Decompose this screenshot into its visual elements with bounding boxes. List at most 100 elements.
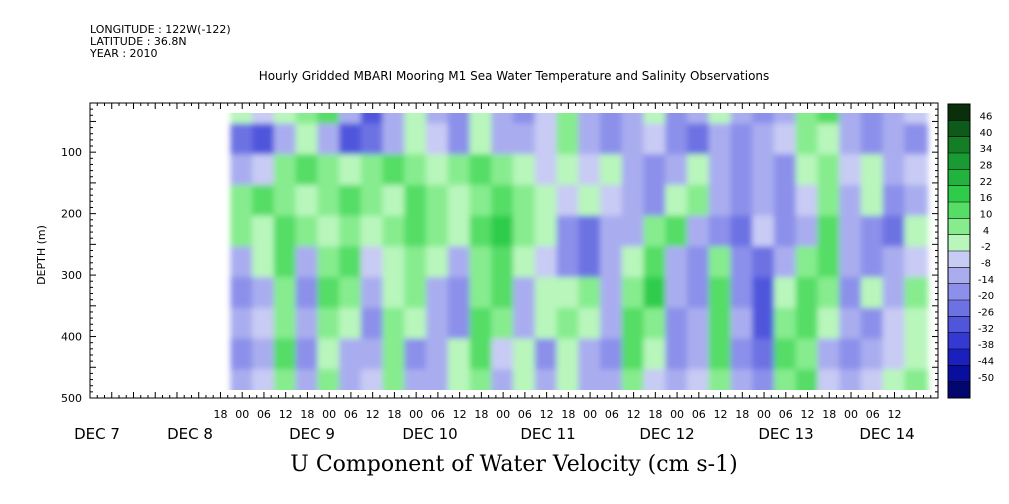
heatmap-cell: [882, 215, 907, 249]
colorbar-label: 46: [980, 112, 993, 123]
heatmap-cell: [252, 215, 276, 249]
heatmap-cell: [426, 369, 450, 390]
colorbar-label: 34: [980, 144, 993, 155]
heatmap-cell: [578, 246, 602, 280]
colorbar-swatch: [948, 136, 970, 154]
x-hour-tick-label: 06: [866, 408, 880, 421]
x-hour-tick-label: 00: [583, 408, 597, 421]
y-axis-label: DEPTH (m): [35, 225, 48, 285]
heatmap-cell: [904, 184, 929, 218]
heatmap-cell: [795, 154, 820, 187]
heatmap-cell: [534, 154, 559, 187]
heatmap-cell: [752, 113, 776, 126]
heatmap-cell: [773, 184, 798, 218]
colorbar-label: -50: [978, 373, 994, 384]
heatmap-cell: [665, 307, 689, 341]
heatmap-cell: [360, 123, 385, 157]
heatmap-field: [230, 113, 929, 390]
chart-title: Hourly Gridded MBARI Mooring M1 Sea Wate…: [258, 69, 770, 83]
heatmap-cell: [686, 277, 711, 310]
heatmap-cell: [621, 277, 646, 310]
heatmap-cell: [317, 307, 342, 341]
heatmap-cell: [817, 369, 842, 390]
heatmap-cell: [599, 246, 624, 280]
x-hour-tick-label: 18: [735, 408, 749, 421]
heatmap-cell: [273, 277, 298, 310]
heatmap-cell: [252, 154, 276, 187]
heatmap-cell: [339, 154, 363, 187]
x-hour-tick-label: 18: [300, 408, 314, 421]
heatmap-cell: [295, 154, 320, 187]
x-hour-tick-label: 18: [387, 408, 401, 421]
x-day-label: DEC 14: [859, 425, 914, 443]
colorbar-swatch: [948, 185, 970, 203]
heatmap-cell: [665, 154, 689, 187]
heatmap-cell: [469, 215, 494, 249]
y-tick-label: 500: [61, 392, 82, 405]
heatmap-cell: [295, 369, 320, 390]
heatmap-cell: [730, 123, 755, 157]
heatmap-cell: [556, 184, 581, 218]
heatmap-cell: [360, 246, 385, 280]
heatmap-cell: [904, 307, 929, 341]
heatmap-cell: [469, 369, 494, 390]
heatmap-cell: [273, 338, 298, 372]
heatmap-cell: [817, 154, 842, 187]
colorbar: 46 40 34 28 22 16 10 4 -2 -8 -14 -20 -26 -32 -38 -44 -50: [947, 103, 994, 399]
heatmap-cell: [382, 113, 407, 126]
heatmap-cell: [621, 369, 646, 390]
heatmap-cell: [469, 123, 494, 157]
heatmap-cell: [382, 307, 407, 341]
heatmap-cell: [730, 215, 755, 249]
heatmap-cell: [491, 154, 515, 187]
longitude-label: LONGITUDE : 122W(-122): [90, 23, 231, 36]
heatmap-cell: [882, 307, 907, 341]
heatmap-cell: [578, 184, 602, 218]
heatmap-cell: [621, 307, 646, 341]
heatmap-cell: [447, 338, 472, 372]
x-hour-tick-label: 00: [322, 408, 336, 421]
heatmap-cell: [578, 338, 602, 372]
x-hour-tick-label: 00: [409, 408, 423, 421]
heatmap-cell: [860, 369, 885, 390]
heatmap-cell: [904, 154, 929, 187]
heatmap-cell: [686, 307, 711, 341]
heatmap-cell: [773, 369, 798, 390]
heatmap-cell: [730, 277, 755, 310]
heatmap-cell: [339, 277, 363, 310]
heatmap-cell: [447, 307, 472, 341]
x-hour-tick-label: 06: [605, 408, 619, 421]
heatmap-cell: [708, 113, 733, 126]
heatmap-cell: [491, 338, 515, 372]
heatmap-cell: [773, 154, 798, 187]
colorbar-swatch: [948, 169, 970, 187]
colorbar-label: 28: [980, 161, 993, 172]
heatmap-cell: [686, 113, 711, 126]
heatmap-cell: [469, 277, 494, 310]
heatmap-cell: [621, 123, 646, 157]
heatmap-cell: [491, 123, 515, 157]
heatmap-cell: [708, 215, 733, 249]
heatmap-cell: [556, 277, 581, 310]
heatmap-cell: [839, 123, 863, 157]
heatmap-cell: [795, 184, 820, 218]
heatmap-cell: [599, 184, 624, 218]
heatmap-cell: [578, 369, 602, 390]
heatmap-cell: [599, 215, 624, 249]
heatmap-cell: [339, 113, 363, 126]
colorbar-swatch: [948, 365, 970, 383]
heatmap-cell: [839, 184, 863, 218]
heatmap-cell: [295, 246, 320, 280]
heatmap-cell: [621, 338, 646, 372]
heatmap-cell: [404, 277, 429, 310]
x-hour-tick-label: 00: [757, 408, 771, 421]
heatmap-cell: [882, 338, 907, 372]
heatmap-cell: [578, 215, 602, 249]
heatmap-cell: [839, 277, 863, 310]
heatmap-cell: [404, 123, 429, 157]
heatmap-cell: [513, 184, 537, 218]
x-hour-tick-label: 12: [366, 408, 380, 421]
heatmap-cell: [882, 246, 907, 280]
heatmap-cell: [773, 123, 798, 157]
heatmap-cell: [382, 246, 407, 280]
